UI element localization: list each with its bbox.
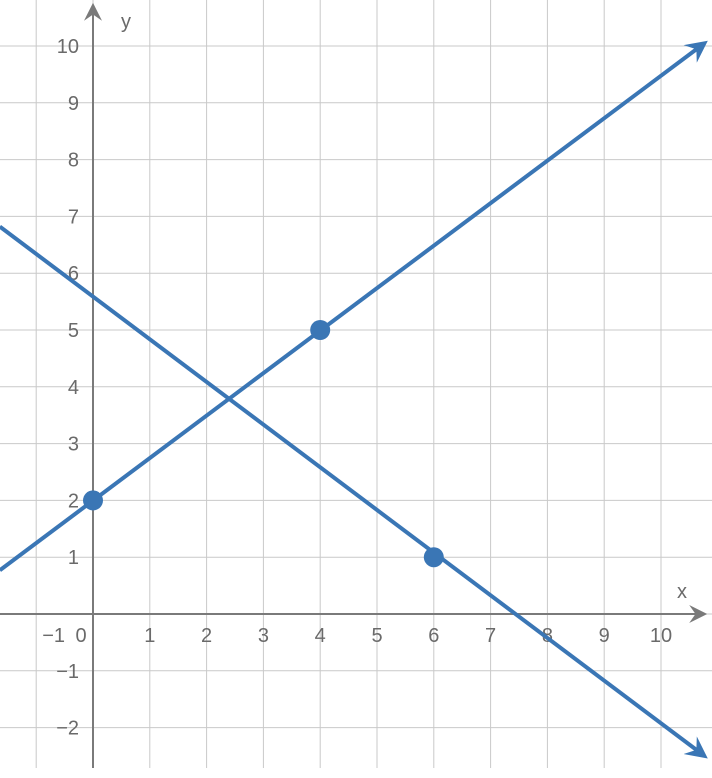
y-tick-label: 4 xyxy=(68,377,79,399)
data-point-1 xyxy=(310,320,330,340)
y-tick-label: 2 xyxy=(68,490,79,512)
x-tick-label: −1 xyxy=(42,625,65,647)
y-tick-label: 5 xyxy=(68,320,79,342)
x-tick-label: 2 xyxy=(201,625,212,647)
data-point-0 xyxy=(83,490,103,510)
y-axis-label: y xyxy=(121,11,131,33)
y-tick-label: 1 xyxy=(68,547,79,569)
x-axis-label: x xyxy=(677,581,687,603)
y-tick-label: 3 xyxy=(68,434,79,456)
y-tick-label: 8 xyxy=(68,150,79,172)
x-tick-label-zero: 0 xyxy=(75,625,86,647)
y-tick-label: −2 xyxy=(56,718,79,740)
x-tick-label: 4 xyxy=(315,625,326,647)
chart-svg: −1123456789100−2−112345678910yx xyxy=(0,0,712,778)
x-tick-label: 10 xyxy=(650,625,672,647)
y-tick-label: 7 xyxy=(68,206,79,228)
x-tick-label: 6 xyxy=(428,625,439,647)
x-tick-label: 1 xyxy=(144,625,155,647)
data-point-2 xyxy=(424,547,444,567)
y-tick-label: 10 xyxy=(57,36,79,58)
x-tick-label: 7 xyxy=(485,625,496,647)
y-tick-label: 9 xyxy=(68,93,79,115)
x-tick-label: 9 xyxy=(599,625,610,647)
x-tick-label: 3 xyxy=(258,625,269,647)
chart-container: −1123456789100−2−112345678910yx xyxy=(0,0,712,778)
x-tick-label: 5 xyxy=(371,625,382,647)
y-tick-label: −1 xyxy=(56,661,79,683)
